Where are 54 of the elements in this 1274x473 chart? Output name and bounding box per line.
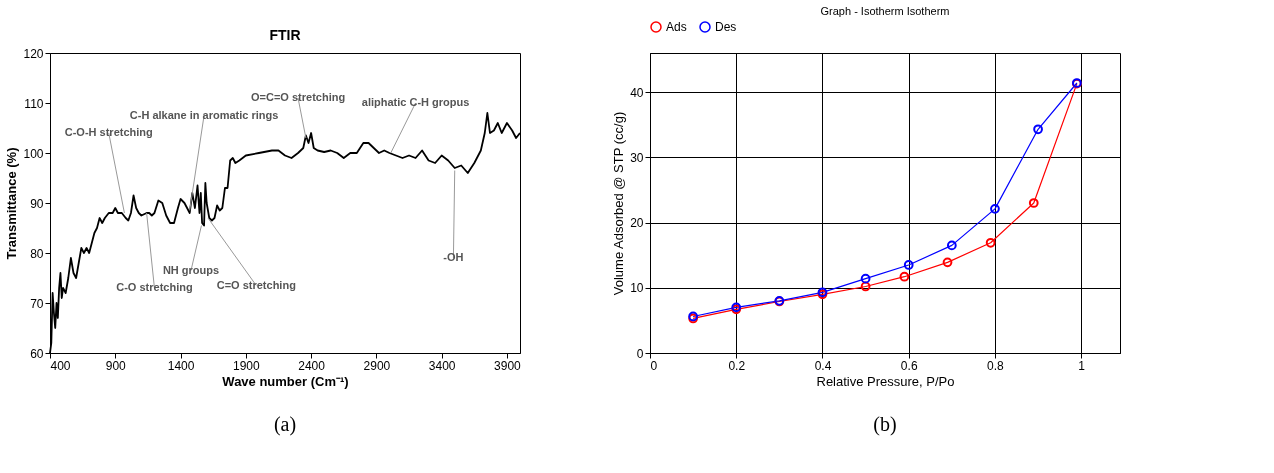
x-tick-label: 0.6 xyxy=(900,358,918,373)
point xyxy=(903,260,914,270)
x-tick-label: 0.8 xyxy=(987,358,1005,373)
point xyxy=(860,281,871,292)
x-tick-label: 3900 xyxy=(494,358,522,373)
x-tick-label: 0.4 xyxy=(814,358,832,373)
annotation: C-O stretching xyxy=(116,281,193,293)
y-tick-label: 100 xyxy=(23,146,44,161)
legend-label: Des xyxy=(715,20,737,34)
y-tick-label: 110 xyxy=(24,96,44,111)
x-tick-label: 900 xyxy=(105,358,127,373)
y-tick-label: 0 xyxy=(636,346,644,361)
x-tick-label: 2400 xyxy=(298,358,326,373)
point xyxy=(990,204,1000,214)
y-axis-title: Volume Adsorbed @ STP (cc/g) xyxy=(611,111,627,296)
point xyxy=(860,273,871,284)
x-tick-label: 1900 xyxy=(232,358,260,373)
y-tick-label: 70 xyxy=(30,296,44,311)
y-tick-label: 120 xyxy=(23,46,44,61)
point xyxy=(942,257,953,268)
annotation: C=O stretching xyxy=(216,278,296,291)
y-tick-label: 90 xyxy=(30,196,44,211)
text: (a) xyxy=(273,413,297,436)
y-tick-label: 80 xyxy=(30,246,44,261)
x-tick-label: 400 xyxy=(50,358,71,373)
point xyxy=(1033,124,1043,135)
chart-title: FTIR xyxy=(269,27,301,43)
annotation: C-O-H stretching xyxy=(64,126,153,138)
y-axis-title: Transmittance (%) xyxy=(4,147,20,260)
y-tick-label: 10 xyxy=(630,281,644,296)
point xyxy=(899,271,910,282)
point xyxy=(985,237,996,248)
x-tick-label: 0 xyxy=(650,358,658,373)
annotation: aliphatic C-H gropus xyxy=(361,96,470,108)
x-tick-label: 1 xyxy=(1078,358,1086,373)
y-tick-label: 30 xyxy=(630,150,644,165)
y-tick-label: 60 xyxy=(30,346,44,361)
chart-title: Graph - Isotherm Isotherm xyxy=(820,5,950,17)
annotation: NH groups xyxy=(162,263,220,276)
x-axis-title: Relative Pressure, P/Po xyxy=(816,373,955,389)
point xyxy=(946,240,957,251)
x-tick-label: 2900 xyxy=(363,358,391,373)
annotation: -OH xyxy=(443,251,464,263)
x-tick-label: 3400 xyxy=(428,358,456,373)
point xyxy=(1028,198,1039,208)
x-tick-label: 1400 xyxy=(167,358,195,373)
annotation: O=C=O stretching xyxy=(250,91,346,103)
text: (b) xyxy=(873,413,897,436)
legend-label: Ads xyxy=(666,20,687,34)
y-tick-label: 40 xyxy=(630,85,644,100)
x-tick-label: 0.2 xyxy=(728,358,746,373)
y-tick-label: 20 xyxy=(630,216,644,231)
x-axis-title: Wave number (Cm⁻¹) xyxy=(222,373,349,389)
annotation: C-H alkane in aromatic rings xyxy=(129,108,279,121)
